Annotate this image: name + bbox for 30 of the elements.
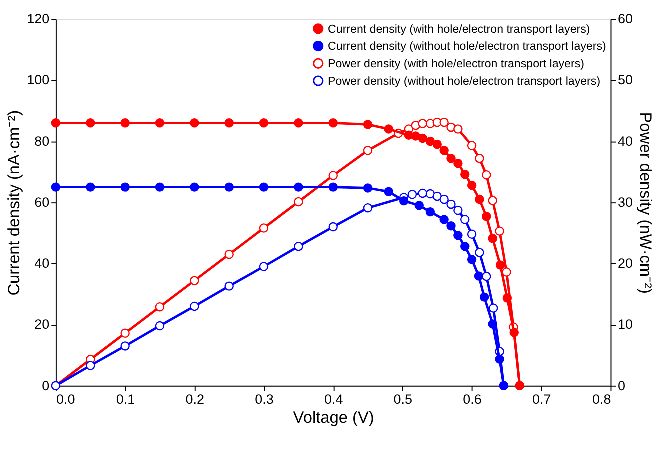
y-tick-label: 80 (34, 134, 50, 149)
x-tick-label: 0.1 (116, 392, 136, 407)
y-tick-label: 60 (34, 194, 50, 210)
y2-tick-label: 40 (618, 134, 634, 149)
x-tick-label: 0.4 (324, 392, 344, 407)
y2-tick-label: 0 (618, 378, 626, 394)
legend-label: Current density (with hole/electron transport layers) (328, 24, 590, 36)
y2-tick-label: 50 (618, 72, 634, 88)
x-tick-label: 0.6 (463, 392, 482, 407)
x-axis-title: Voltage (V) (293, 409, 374, 428)
y2-tick-label: 60 (618, 12, 634, 27)
y2-tick-label: 30 (618, 194, 634, 210)
y2-tick-label: 20 (618, 256, 634, 272)
y-axis-title: Current density (nA·cm⁻²) (5, 110, 24, 296)
x-tick-label: 0.7 (532, 392, 552, 407)
legend-label: Current density (without hole/electron transport layers) (328, 41, 606, 54)
x-tick-label: 0.5 (394, 392, 413, 407)
x-tick-label: 0.8 (592, 392, 612, 407)
y-tick-label: 40 (34, 256, 50, 272)
y-tick-label: 20 (34, 317, 50, 332)
y2-tick-label: 10 (618, 317, 634, 332)
legend-label: Power density (with hole/electron transport layers) (328, 58, 585, 71)
x-tick-label: 0.2 (186, 392, 205, 407)
y-tick-label: 0 (42, 378, 50, 394)
legend-label: Power density (without hole/electron transport layers) (328, 76, 601, 88)
y-tick-label: 100 (27, 72, 50, 88)
x-tick-label: 0.0 (56, 392, 76, 407)
y-tick-label: 120 (27, 12, 50, 27)
x-tick-label: 0.3 (255, 392, 274, 407)
y2-axis-title: Power density (nW·cm⁻²) (636, 112, 655, 294)
